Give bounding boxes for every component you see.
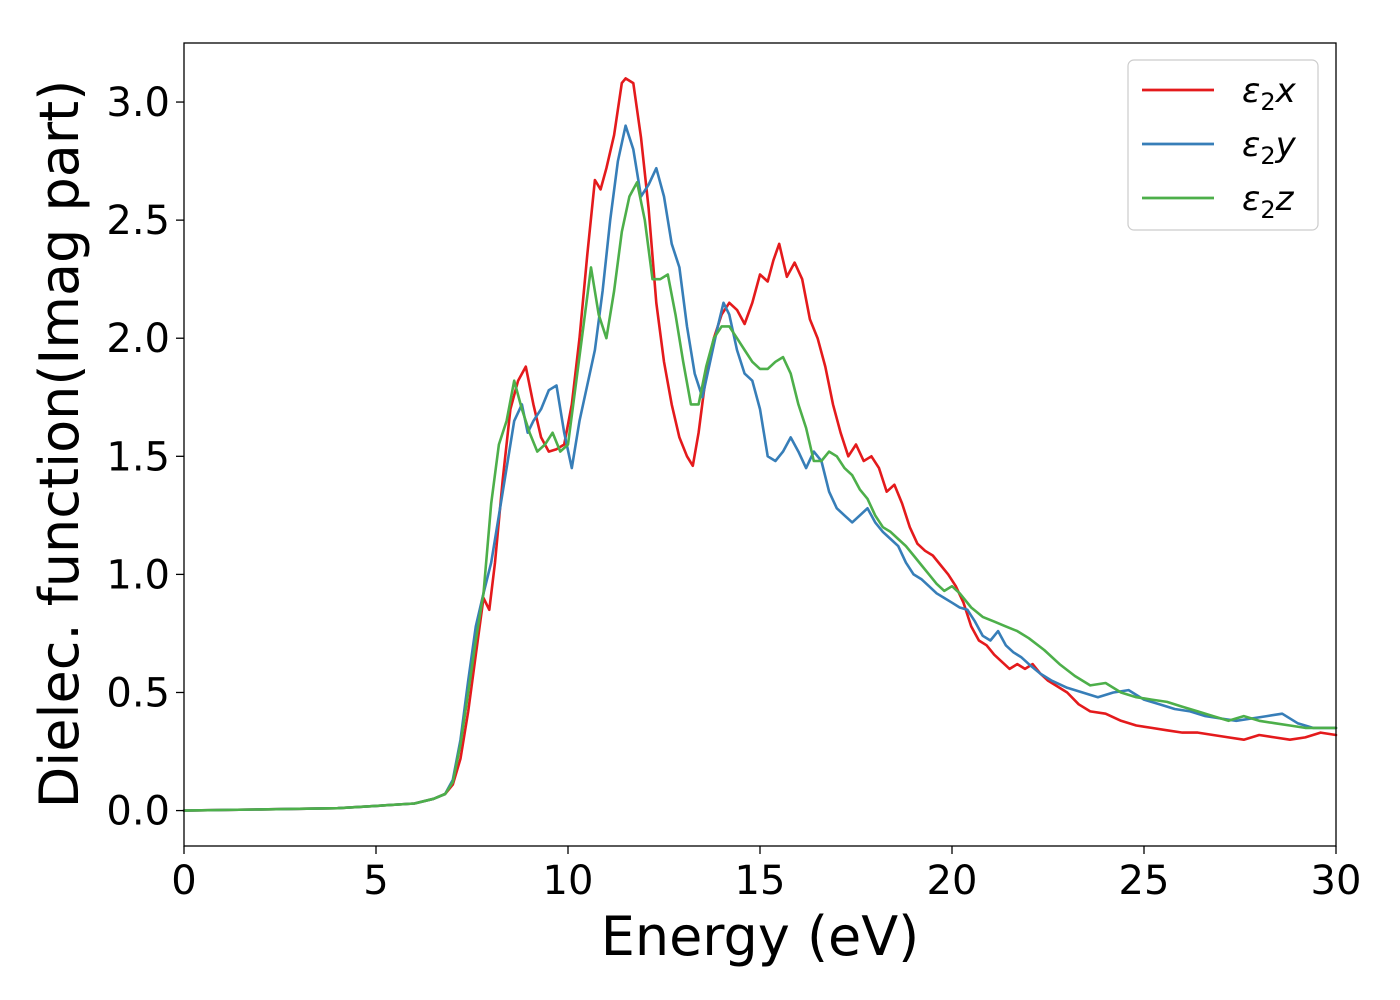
x-tick-label: 20 [927, 858, 978, 904]
x-axis-ticks: 0 5 10 15 20 25 30 [171, 846, 1361, 904]
legend: ε2x ε2y ε2z [1127, 59, 1319, 231]
y-tick-label: 0.0 [106, 789, 170, 835]
y-tick-label: 0.5 [106, 670, 170, 716]
y-axis-ticks: 0.0 0.5 1.0 1.5 2.0 2.5 3.0 [106, 80, 184, 835]
y-tick-label: 3.0 [106, 80, 170, 126]
x-tick-label: 10 [543, 858, 594, 904]
x-tick-label: 15 [735, 858, 786, 904]
legend-label-x: ε2x [1242, 71, 1297, 116]
y-tick-label: 1.0 [106, 552, 170, 598]
series-line-z [182, 181, 1338, 812]
legend-label-z: ε2z [1242, 179, 1295, 224]
legend-box [1127, 59, 1319, 231]
x-axis-label: Energy (eV) [601, 905, 920, 968]
y-tick-label: 1.5 [106, 434, 170, 480]
series-line-x [182, 77, 1338, 812]
y-tick-label: 2.5 [106, 198, 170, 244]
x-tick-label: 0 [171, 858, 196, 904]
legend-entries: ε2x ε2y ε2z [1142, 71, 1297, 224]
x-tick-label: 5 [363, 858, 388, 904]
y-tick-label: 2.0 [106, 316, 170, 362]
x-tick-label: 30 [1311, 858, 1362, 904]
series-layer [182, 77, 1338, 812]
x-tick-label: 25 [1119, 858, 1170, 904]
y-axis-label: Dielec. function(Imag part) [28, 80, 91, 809]
legend-label-y: ε2y [1242, 125, 1297, 170]
